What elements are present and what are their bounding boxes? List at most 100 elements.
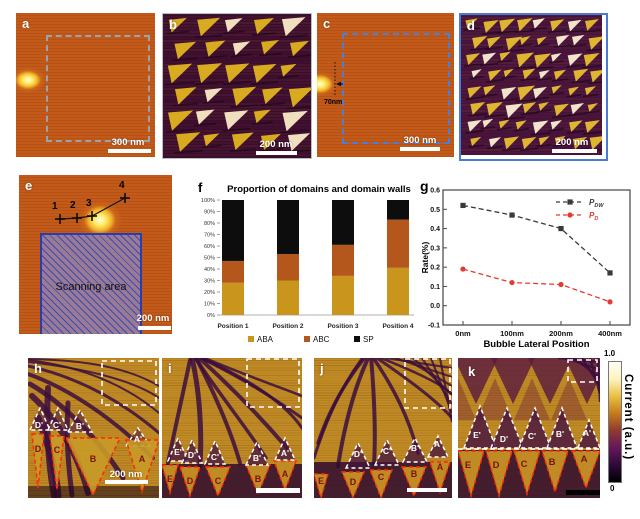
panel-i-label: i	[168, 361, 172, 376]
y-axis-title: Rate(%)	[420, 242, 430, 274]
domain-triangle	[197, 17, 221, 37]
domain-triangle	[568, 86, 580, 96]
domain-triangle	[261, 40, 280, 55]
y-axis-tick-label: 0.3	[430, 245, 440, 252]
domain-label: A'	[281, 448, 289, 458]
bar-segment-ABC	[277, 254, 299, 281]
domain-triangle-outline	[344, 441, 372, 469]
y-axis-tick-label: 40%	[204, 267, 215, 273]
domain-triangle-outline	[576, 417, 600, 449]
domain-triangle	[281, 17, 306, 37]
domain-label: D'	[354, 449, 362, 459]
scan-region-dashed-box	[342, 33, 450, 144]
domain-triangle	[573, 68, 589, 82]
offset-label: 70nm	[324, 99, 343, 106]
panel-h-label: h	[34, 361, 42, 376]
colorbar-title: Current (a.u.)	[622, 374, 634, 461]
domain-triangle-outline	[340, 471, 366, 498]
panel-d-label: d	[467, 18, 475, 33]
y-axis-tick-label: 50%	[204, 256, 215, 262]
domain-triangle	[287, 133, 311, 152]
bar-segment-ABA	[222, 282, 244, 315]
domain-triangle	[567, 19, 582, 32]
domain-triangle	[590, 69, 602, 83]
domain-triangle-outline	[204, 466, 232, 498]
domain-triangle	[538, 101, 549, 111]
domain-triangle-outline	[401, 436, 429, 463]
bar-segment-ABA	[332, 275, 354, 315]
panel-g-label: g	[420, 178, 429, 194]
domain-triangle	[483, 19, 499, 34]
domain-label: B	[255, 474, 262, 484]
zoom-region-dashed-box	[246, 358, 300, 408]
data-point-P_DW	[558, 225, 564, 232]
panel-e-label: e	[25, 178, 33, 193]
domain-triangle	[168, 110, 194, 131]
domain-triangle-outline	[426, 434, 450, 458]
bar-segment-ABA	[387, 267, 409, 315]
domain-triangle	[532, 18, 545, 29]
domain-label: E	[318, 476, 324, 486]
domain-label: C	[54, 445, 61, 455]
domain-label: A'	[583, 428, 591, 438]
y-axis-tick-label: 0%	[207, 313, 215, 319]
domain-triangle-outline	[545, 405, 579, 449]
domain-label: D	[350, 477, 357, 487]
scale-bar	[256, 151, 297, 155]
domain-triangle	[572, 137, 588, 150]
position-markers-graphics	[55, 193, 130, 224]
domain-triangle	[467, 119, 482, 132]
domain-triangle	[539, 70, 550, 80]
bubble-blob	[317, 71, 338, 97]
domain-triangle-outline	[489, 405, 525, 449]
domain-triangle-outline	[462, 403, 498, 449]
triangular-domain-texture	[163, 14, 311, 158]
domain-label: D'	[500, 434, 508, 444]
domain-triangle	[224, 110, 249, 130]
domain-triangle	[553, 69, 567, 81]
y-axis-tick-label: 10%	[204, 302, 215, 308]
domain-label: C'	[211, 452, 219, 462]
domain-triangle	[572, 34, 585, 46]
domain-triangle	[570, 102, 584, 115]
domain-triangle	[262, 87, 283, 105]
domain-label: A'	[434, 439, 442, 449]
domain-triangle-outline	[28, 406, 52, 431]
line-chart-plot: -0.1 0.0 0.1 0.2 0.3 0.4 0.5 0.6 0nm 100nm 200nm 40…	[420, 188, 631, 350]
domain-label: A	[581, 454, 588, 465]
offset-annotation-graphics	[334, 62, 343, 97]
domain-triangle	[498, 119, 510, 129]
domain-label: D	[187, 476, 194, 486]
domain-triangle	[589, 136, 602, 151]
panel-c-afm-image: c 70nm 300 nm	[317, 13, 454, 157]
domain-label: D'	[35, 420, 43, 430]
bar-segment-SP	[222, 200, 244, 261]
domain-triangle-outline	[458, 450, 485, 498]
scale-bar-label: 200 nm	[259, 139, 293, 150]
domain-triangle-outline	[485, 450, 513, 498]
domain-triangle	[517, 85, 536, 101]
domain-triangle	[554, 135, 566, 146]
x-axis-tick-label: 400nm	[598, 329, 622, 338]
legend-label-P_DW: PDW	[589, 198, 604, 209]
domain-triangle	[551, 52, 562, 62]
domain-triangle	[195, 109, 215, 125]
position-marker-label-2: 2	[70, 200, 76, 211]
scanning-area-box: Scanning area	[40, 233, 142, 334]
colorbar-min-label: 0	[610, 484, 615, 493]
bar-chart-plot: 0% 10% 20% 30% 40% 50% 60% 70% 80% 90% 100% Positio…	[201, 198, 414, 344]
domain-triangle	[532, 120, 549, 134]
bar-segment-SP	[387, 200, 409, 220]
domain-triangle	[515, 120, 527, 130]
domain-triangle	[551, 85, 562, 94]
panel-a-afm-image: a 300 nm	[16, 13, 155, 157]
data-point-P_D	[460, 266, 466, 272]
legend-swatch-SP	[354, 336, 360, 342]
domain-label: A	[282, 469, 289, 479]
domain-triangle	[176, 132, 201, 152]
x-axis-tick-label: 200nm	[549, 329, 573, 338]
domain-triangle	[205, 40, 226, 57]
domain-label: C'	[383, 446, 391, 456]
domain-triangle	[533, 86, 547, 99]
domain-triangle	[232, 41, 251, 56]
